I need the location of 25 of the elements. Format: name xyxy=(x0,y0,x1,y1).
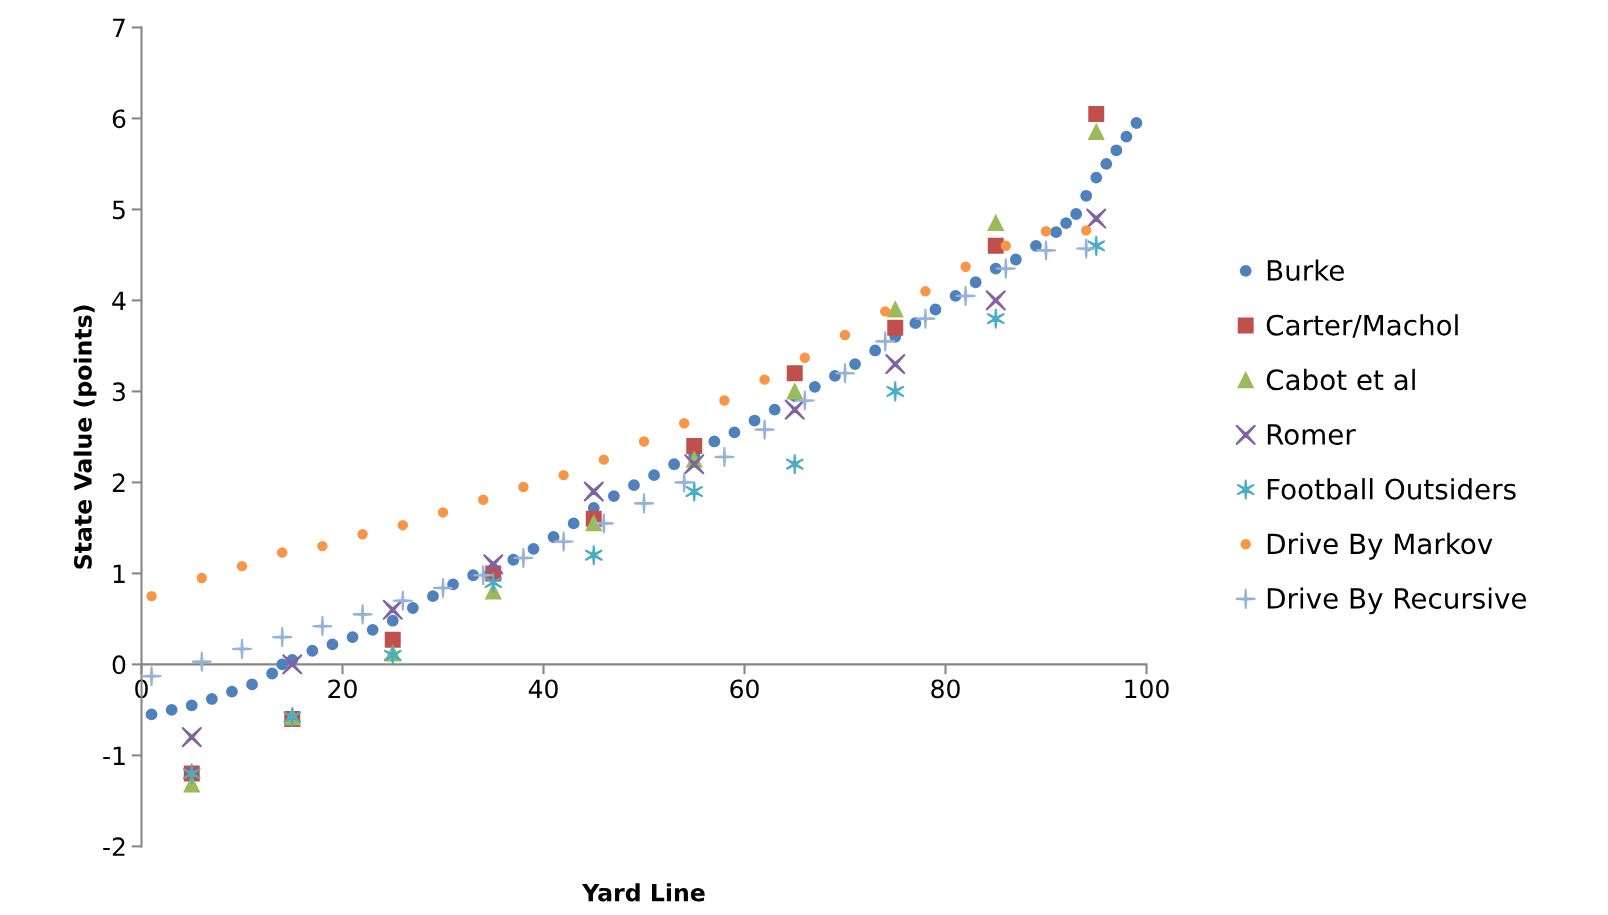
legend-label: Romer xyxy=(1267,424,1356,445)
x-tick-label: 40 xyxy=(528,679,558,699)
legend-label: Carter/Machol xyxy=(1266,314,1458,338)
y-axis-title: State Value (points) xyxy=(73,305,97,569)
legend-label: Football Outsiders xyxy=(1267,478,1516,500)
legend-label: Drive By Markov xyxy=(1267,532,1493,560)
y-tick-label: 0 xyxy=(112,655,126,675)
y-tick-label: 3 xyxy=(112,382,125,402)
legend-label: Burke xyxy=(1267,259,1344,281)
y-tick-label: -2 xyxy=(103,837,125,856)
x-axis-title: Yard Line xyxy=(581,883,705,902)
y-tick-label: 5 xyxy=(112,200,125,220)
x-tick-label: 0 xyxy=(135,679,148,699)
y-tick-label: 6 xyxy=(112,109,126,129)
y-tick-label: 2 xyxy=(112,473,125,492)
x-tick-label: 80 xyxy=(931,679,960,699)
y-tick-label: 1 xyxy=(113,564,125,583)
x-tick-label: 20 xyxy=(328,679,357,699)
x-tick-label: 100 xyxy=(1125,679,1169,699)
legend-label: Cabot et al xyxy=(1266,368,1415,391)
y-tick-label: -1 xyxy=(103,746,125,765)
legend-label: Drive By Recursive xyxy=(1267,587,1527,615)
y-tick-label: 7 xyxy=(113,18,125,37)
y-tick-label: 4 xyxy=(112,291,126,310)
x-tick-label: 60 xyxy=(730,679,759,699)
